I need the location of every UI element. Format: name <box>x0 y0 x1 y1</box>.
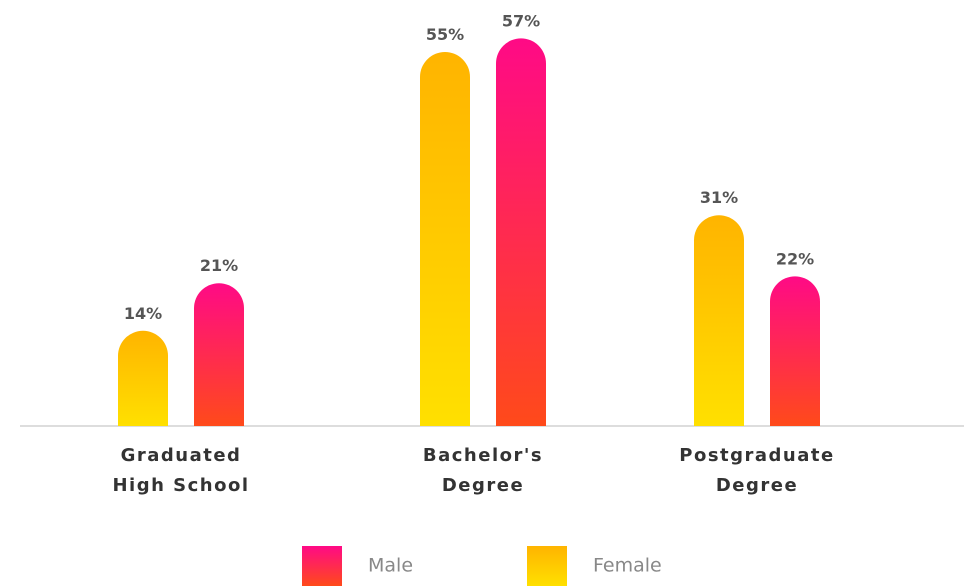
legend-label: Female <box>593 555 662 577</box>
legend-swatch <box>302 546 342 586</box>
bar <box>194 283 244 426</box>
x-tick-label: Graduated High School <box>112 445 250 496</box>
bar <box>420 52 470 426</box>
bar <box>694 215 744 426</box>
data-label: 55% <box>426 25 464 44</box>
data-label: 31% <box>700 188 738 207</box>
bar <box>118 330 168 426</box>
data-label: 57% <box>502 11 540 30</box>
x-tick-label: Bachelor's Degree <box>422 445 544 496</box>
bar <box>496 38 546 427</box>
legend-swatch <box>527 546 567 586</box>
data-label: 21% <box>200 256 238 275</box>
legend-label: Male <box>368 555 413 577</box>
bar <box>770 276 820 426</box>
data-label: 22% <box>776 249 814 268</box>
data-label: 14% <box>124 304 162 323</box>
x-tick-label: Postgraduate Degree <box>679 445 835 496</box>
